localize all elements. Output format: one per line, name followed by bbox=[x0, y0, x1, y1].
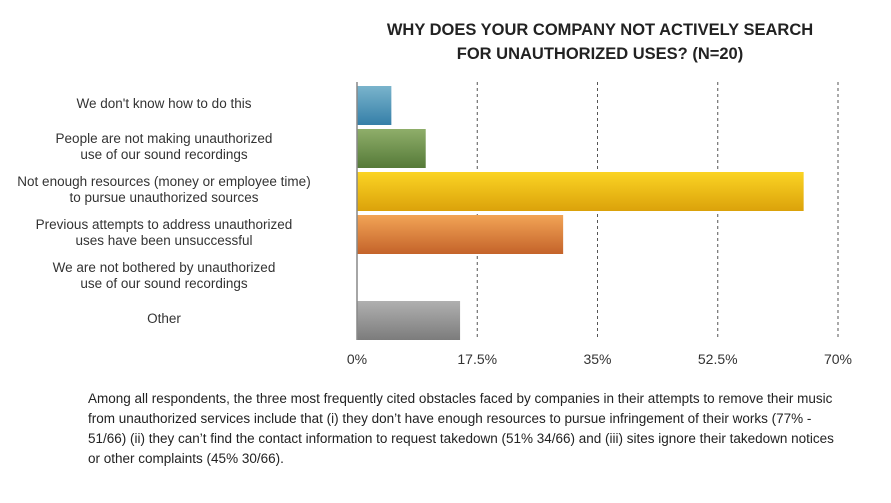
chart-title: WHY DOES YOUR COMPANY NOT ACTIVELY SEARC… bbox=[340, 18, 860, 66]
bar bbox=[357, 129, 426, 168]
category-label-line: Not enough resources (money or employee … bbox=[17, 173, 311, 189]
chart-caption: Among all respondents, the three most fr… bbox=[88, 391, 834, 466]
x-tick-label: 0% bbox=[346, 351, 368, 367]
category-label-line: use of our sound recordings bbox=[80, 275, 248, 291]
x-tick-label: 70% bbox=[823, 351, 853, 367]
chart-title-line-2: FOR UNAUTHORIZED USES? (N=20) bbox=[456, 45, 744, 63]
category-label: Previous attempts to address unauthorize… bbox=[0, 217, 339, 249]
x-tick-label: 52.5% bbox=[697, 351, 738, 367]
category-label-line: use of our sound recordings bbox=[80, 146, 248, 162]
category-label-line: uses have been unsuccessful bbox=[75, 232, 253, 248]
bar bbox=[357, 86, 392, 125]
category-label-line: Other bbox=[147, 310, 181, 326]
category-label: People are not making unauthorized use of… bbox=[0, 131, 339, 163]
category-label-line: We are not bothered by unauthorized bbox=[52, 259, 276, 275]
x-tick-label: 17.5% bbox=[457, 351, 498, 367]
category-label-line: Previous attempts to address unauthorize… bbox=[35, 216, 293, 232]
bar bbox=[357, 215, 564, 254]
category-label: Other bbox=[0, 311, 339, 327]
chart-title-line-1: WHY DOES YOUR COMPANY NOT ACTIVELY SEARC… bbox=[386, 21, 814, 39]
category-label-line: We don't know how to do this bbox=[76, 95, 252, 111]
category-label: We are not bothered by unauthorized use o… bbox=[0, 260, 339, 292]
category-label: Not enough resources (money or employee … bbox=[0, 174, 339, 206]
bar bbox=[357, 172, 804, 211]
x-tick-label: 35% bbox=[583, 351, 612, 367]
bar bbox=[357, 301, 461, 340]
category-label-line: to pursue unauthorized sources bbox=[69, 189, 259, 205]
category-label: We don't know how to do this bbox=[0, 96, 339, 112]
category-label-line: People are not making unauthorized bbox=[55, 130, 273, 146]
